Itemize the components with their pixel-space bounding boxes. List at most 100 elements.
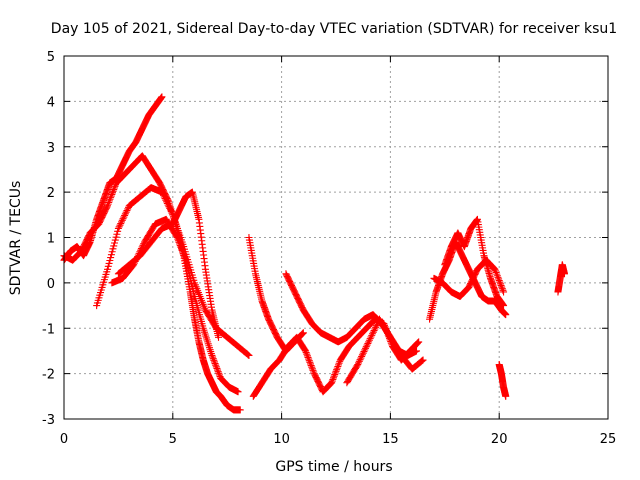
data-point [121, 210, 129, 218]
data-point [111, 239, 119, 247]
data-point [104, 200, 112, 208]
data-point [114, 227, 122, 235]
data-point [112, 233, 120, 241]
x-tick-label: 5 [169, 432, 177, 447]
data-point [417, 357, 425, 365]
data-point [415, 338, 423, 346]
data-point [496, 278, 504, 286]
data-point [493, 272, 501, 280]
data-point [371, 325, 379, 333]
data-point [124, 205, 132, 213]
data-point [330, 372, 338, 380]
data-point [175, 238, 183, 246]
data-point [108, 248, 116, 256]
data-point [414, 339, 422, 347]
y-tick-label: 0 [47, 277, 55, 292]
data-point [303, 350, 311, 358]
data-point [497, 281, 505, 289]
data-point [364, 339, 372, 347]
data-point [160, 193, 168, 201]
data-point [163, 199, 171, 207]
data-point [360, 348, 368, 356]
data-point [104, 202, 112, 210]
data-point [331, 371, 339, 379]
data-point [159, 190, 167, 198]
data-point [413, 339, 421, 347]
data-point [105, 259, 113, 267]
data-point [498, 285, 506, 293]
data-point [372, 322, 380, 330]
data-point [211, 360, 219, 368]
data-point [104, 265, 112, 273]
data-point [330, 374, 338, 382]
data-point [209, 353, 217, 361]
data-point [334, 361, 342, 369]
data-point [118, 216, 126, 224]
x-axis-label: GPS time / hours [275, 459, 392, 475]
data-point [307, 360, 315, 368]
data-point [303, 352, 311, 360]
data-point [363, 341, 371, 349]
data-point [308, 365, 316, 373]
data-point [491, 267, 499, 275]
data-point [165, 203, 173, 211]
data-point [358, 352, 366, 360]
data-point [369, 328, 377, 336]
x-tick-labels: 0 5 10 15 20 25 [60, 432, 616, 447]
data-point [310, 368, 318, 376]
data-point [110, 242, 118, 250]
data-point [208, 351, 216, 359]
series-track-2 [60, 152, 244, 414]
data-point [209, 355, 217, 363]
data-point [163, 198, 171, 206]
data-point [106, 195, 114, 203]
data-point [359, 349, 367, 357]
data-point [114, 224, 122, 232]
data-point [181, 255, 189, 263]
data-point [213, 364, 221, 372]
data-point [109, 187, 117, 195]
data-point [168, 209, 176, 217]
data-point [111, 182, 119, 190]
x-tick-label: 15 [382, 432, 399, 447]
data-point [334, 362, 342, 370]
data-point [210, 358, 218, 366]
data-point [500, 288, 508, 296]
data-point [119, 215, 127, 223]
data-point [105, 198, 113, 206]
data-point [498, 283, 506, 291]
data-point [159, 191, 167, 199]
data-point [413, 347, 421, 355]
data-point [215, 369, 223, 377]
data-point [305, 355, 313, 363]
series-track-13 [495, 361, 510, 400]
y-tick-label: -2 [42, 368, 55, 383]
data-point [502, 392, 510, 400]
data-point [329, 375, 337, 383]
data-point [361, 346, 369, 354]
data-point [353, 362, 361, 370]
data-point [358, 351, 366, 359]
data-point [499, 286, 507, 294]
data-point [333, 366, 341, 374]
data-point [243, 350, 251, 358]
data-point [362, 343, 370, 351]
data-point [158, 93, 166, 101]
data-point [110, 184, 118, 192]
series-track-12 [441, 215, 508, 310]
y-tick-label: 1 [47, 232, 55, 247]
data-point [116, 221, 124, 229]
data-point [355, 359, 363, 367]
data-point [123, 207, 131, 215]
data-point [178, 245, 186, 253]
data-point [164, 201, 172, 209]
data-point [370, 327, 378, 335]
data-point [110, 186, 118, 194]
data-point [107, 251, 115, 259]
y-tick-label: -3 [42, 413, 55, 428]
data-point [111, 236, 119, 244]
data-point [493, 270, 501, 278]
data-point [367, 333, 375, 341]
y-tick-label: 4 [47, 95, 55, 110]
data-point [172, 232, 180, 240]
